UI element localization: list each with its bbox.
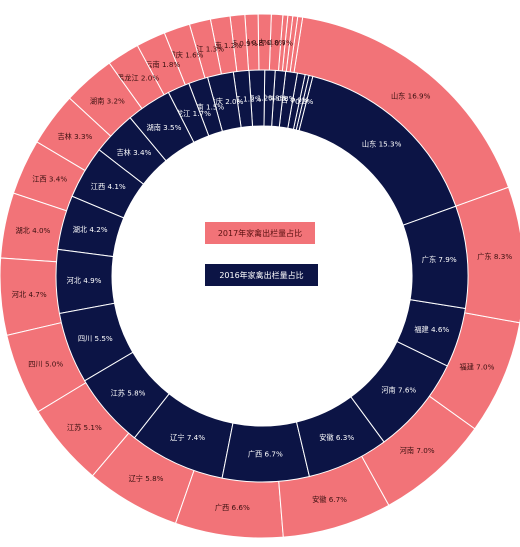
legend-2016-label: 2016年家禽出栏量占比 xyxy=(219,270,304,280)
inner-label-山东: 山东 15.3% xyxy=(362,140,402,149)
outer-label-江苏: 江苏 5.1% xyxy=(67,423,102,432)
inner-label-重庆: 重庆 2.0% xyxy=(209,97,244,106)
inner-label-广西: 广西 6.7% xyxy=(248,449,283,458)
outer-label-内蒙古: 内蒙古 0.8% xyxy=(243,38,285,47)
inner-label-福建: 福建 4.6% xyxy=(414,325,449,334)
inner-label-贵州: 贵州 0.8% xyxy=(260,94,295,103)
inner-label-海南: 海南 1.2% xyxy=(240,94,275,103)
outer-label-江西: 江西 3.4% xyxy=(32,174,67,183)
outer-label-云南: 云南 1.8% xyxy=(145,60,180,69)
inner-label-甘肃: 甘肃 0.6% xyxy=(278,97,313,106)
inner-label-河北: 河北 4.9% xyxy=(67,276,102,285)
outer-label-福建: 福建 7.0% xyxy=(460,363,495,372)
outer-label-广西: 广西 6.6% xyxy=(215,503,250,512)
outer-label-湖北: 湖北 4.0% xyxy=(15,226,50,235)
inner-label-四川: 四川 5.5% xyxy=(78,334,113,343)
inner-label-广东: 广东 7.9% xyxy=(422,255,457,264)
legend-2017-label: 2017年家禽出栏量占比 xyxy=(217,228,303,238)
outer-label-安徽: 安徽 6.7% xyxy=(312,495,347,504)
outer-label-海南: 海南 1.2% xyxy=(207,41,242,50)
outer-label-湖南: 湖南 3.2% xyxy=(90,97,125,106)
outer-label-辽宁: 辽宁 5.8% xyxy=(129,474,164,483)
outer-label-黑龙江: 黑龙江 2.0% xyxy=(117,74,159,83)
inner-label-江苏: 江苏 5.8% xyxy=(111,389,146,398)
ring-outer: 山东 16.9%新疆 0.7%内蒙古 0.8%贵州 0.8%山西 0.9%海南 … xyxy=(0,13,520,539)
outer-label-广东: 广东 8.3% xyxy=(477,252,512,261)
inner-label-云南: 云南 1.5% xyxy=(189,102,224,111)
outer-label-浙江: 浙江 1.3% xyxy=(189,45,224,54)
inner-label-安徽: 安徽 6.3% xyxy=(319,433,354,442)
outer-label-山西: 山西 0.9% xyxy=(223,39,258,48)
inner-label-吉林: 吉林 3.4% xyxy=(116,148,151,157)
inner-label-浙江: 浙江 1.2% xyxy=(226,94,261,103)
inner-label-黑龙江: 黑龙江 1.7% xyxy=(169,109,211,118)
inner-label-湖北: 湖北 4.2% xyxy=(73,225,108,234)
outer-label-贵州: 贵州 0.8% xyxy=(235,38,270,47)
outer-label-新疆: 新疆 0.7% xyxy=(258,38,293,47)
inner-label-湖南: 湖南 3.5% xyxy=(147,123,182,132)
outer-label-四川: 四川 5.0% xyxy=(28,360,63,369)
legend-2017: 2017年家禽出栏量占比 xyxy=(205,222,315,244)
inner-label-河南: 河南 7.6% xyxy=(381,385,416,394)
inner-label-内蒙古: 内蒙古 0.9% xyxy=(266,95,308,104)
inner-slice-广东[interactable] xyxy=(402,205,469,310)
inner-label-山西: 山西 0.8% xyxy=(251,94,286,103)
outer-label-河北: 河北 4.7% xyxy=(12,290,47,299)
outer-label-河南: 河南 7.0% xyxy=(400,446,435,455)
ring-inner: 山东 15.3% 甘肃 0.6%内蒙古 0.9%贵州 0.8%山西 0.8%海南 … xyxy=(55,69,469,483)
outer-label-山东: 山东 16.9% xyxy=(391,91,431,100)
outer-label-重庆: 重庆 1.6% xyxy=(169,51,204,60)
inner-label-辽宁: 辽宁 7.4% xyxy=(170,433,205,442)
outer-label-吉林: 吉林 3.3% xyxy=(57,132,92,141)
inner-label-江西: 江西 4.1% xyxy=(91,182,126,191)
legend-2016: 2016年家禽出栏量占比 xyxy=(205,264,318,286)
